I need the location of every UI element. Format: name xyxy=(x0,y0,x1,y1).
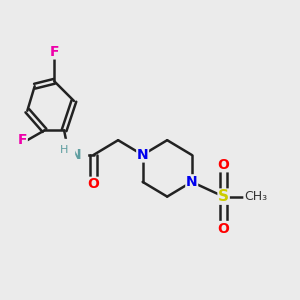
Text: N: N xyxy=(186,175,197,189)
Text: O: O xyxy=(218,221,230,236)
Text: H: H xyxy=(60,145,68,155)
Text: CH₃: CH₃ xyxy=(244,190,267,203)
Text: O: O xyxy=(88,177,100,191)
Text: S: S xyxy=(218,189,229,204)
Text: F: F xyxy=(50,45,59,59)
Text: N: N xyxy=(69,148,81,162)
Text: O: O xyxy=(218,158,230,172)
Text: N: N xyxy=(137,148,148,162)
Text: F: F xyxy=(18,133,27,147)
